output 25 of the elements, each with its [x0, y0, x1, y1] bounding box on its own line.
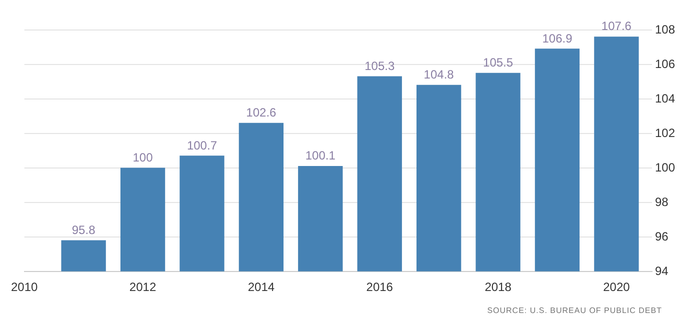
source-note: SOURCE: U.S. BUREAU OF PUBLIC DEBT	[486, 306, 663, 315]
y-tick-label: 94	[654, 264, 669, 278]
x-tick-label: 2018	[484, 280, 512, 294]
data-label: 100	[132, 150, 154, 164]
y-tick-label: 104	[654, 91, 676, 106]
data-label: 107.6	[601, 19, 632, 34]
data-label: 105.5	[483, 55, 514, 70]
data-label: 104.8	[424, 68, 454, 82]
x-tick-label: 2014	[248, 280, 275, 294]
y-tick-label: 98	[654, 194, 669, 209]
data-label: 102.6	[246, 106, 277, 120]
x-tick-label: 2012	[129, 280, 156, 294]
y-tick-label: 102	[654, 126, 676, 140]
data-label: 100.1	[305, 148, 336, 163]
y-tick-label: 106	[654, 56, 676, 71]
data-label: 95.8	[72, 222, 96, 237]
data-label: 105.3	[364, 58, 395, 73]
data-label: 106.9	[542, 31, 573, 46]
x-tick-label: 2016	[366, 280, 394, 294]
y-tick-label: 100	[654, 160, 676, 174]
x-tick-label: 2020	[603, 280, 630, 294]
data-label: 100.7	[186, 138, 218, 152]
y-tick-label: 96	[654, 229, 669, 244]
x-tick-label: 2010	[10, 280, 38, 294]
y-tick-label: 108	[654, 22, 676, 36]
